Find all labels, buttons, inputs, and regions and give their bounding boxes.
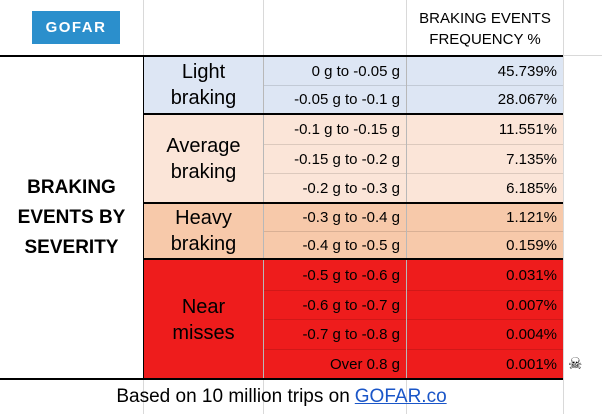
frequency-cell: 6.185% (407, 173, 563, 202)
frequency-cell: 0.031% (407, 260, 563, 290)
table-top-border (0, 55, 563, 57)
range-cell: -0.7 g to -0.8 g (264, 319, 406, 349)
range-cell: 0 g to -0.05 g (264, 57, 406, 85)
range-cell: -0.15 g to -0.2 g (264, 144, 406, 173)
table-bottom-border (0, 378, 563, 380)
range-cell: -0.6 g to -0.7 g (264, 290, 406, 319)
frequency-cell: 0.007% (407, 290, 563, 319)
grid-column-line (263, 0, 264, 414)
group-label-line2: misses (172, 321, 235, 344)
range-cell: -0.4 g to -0.5 g (264, 231, 406, 258)
range-cell: -0.2 g to -0.3 g (264, 173, 406, 202)
group-label-line2: braking (170, 87, 237, 109)
footer-text: Based on 10 million trips on (116, 386, 350, 407)
grid-column-line (406, 0, 407, 414)
range-cell: -0.1 g to -0.15 g (264, 115, 406, 144)
group-label-line1: Near (181, 295, 226, 318)
frequency-header-line1: BRAKING EVENTS (419, 10, 551, 27)
frequency-cell: 0.001% (407, 349, 563, 378)
frequency-header: BRAKING EVENTS FREQUENCY % (407, 3, 563, 55)
group-separator (144, 202, 563, 204)
range-cell: Over 0.8 g (264, 349, 406, 378)
range-cell: -0.5 g to -0.6 g (264, 260, 406, 290)
frequency-header-line2: FREQUENCY % (429, 31, 541, 48)
range-cell: -0.3 g to -0.4 g (264, 204, 406, 231)
main-label-border (143, 57, 144, 379)
main-label-line2: EVENTS BY (17, 207, 126, 228)
table-column-separator (263, 57, 264, 378)
group-label-line2: braking (170, 160, 237, 183)
group-light-braking: Light braking (144, 57, 263, 113)
table-column-separator (406, 57, 407, 378)
group-label-line1: Light (181, 61, 226, 83)
footer-note: Based on 10 million trips on GOFAR.co (0, 380, 563, 414)
group-near-misses: Near misses (144, 260, 263, 379)
group-heavy-braking: Heavy braking (144, 204, 263, 258)
severity-main-label: BRAKING EVENTS BY SEVERITY (0, 57, 143, 379)
frequency-cell: 28.067% (407, 85, 563, 113)
gofar-logo[interactable]: GOFAR (32, 11, 120, 44)
frequency-cell: 45.739% (407, 57, 563, 85)
group-label-line2: braking (170, 233, 237, 255)
group-separator (144, 258, 563, 260)
group-label-line1: Heavy (175, 207, 232, 229)
frequency-cell: 1.121% (407, 204, 563, 231)
group-average-braking: Average braking (144, 115, 263, 202)
frequency-cell: 0.004% (407, 319, 563, 349)
main-label-line1: BRAKING (27, 177, 116, 198)
main-label-line3: SEVERITY (24, 237, 119, 258)
group-separator (144, 113, 563, 115)
range-cell: -0.05 g to -0.1 g (264, 85, 406, 113)
frequency-cell: 0.159% (407, 231, 563, 258)
skull-crossbones-icon: ☠ (568, 356, 583, 373)
group-label-line1: Average (166, 134, 241, 157)
gofar-link[interactable]: GOFAR.co (354, 386, 447, 407)
grid-column-line (563, 0, 564, 414)
frequency-cell: 7.135% (407, 144, 563, 173)
frequency-cell: 11.551% (407, 115, 563, 144)
